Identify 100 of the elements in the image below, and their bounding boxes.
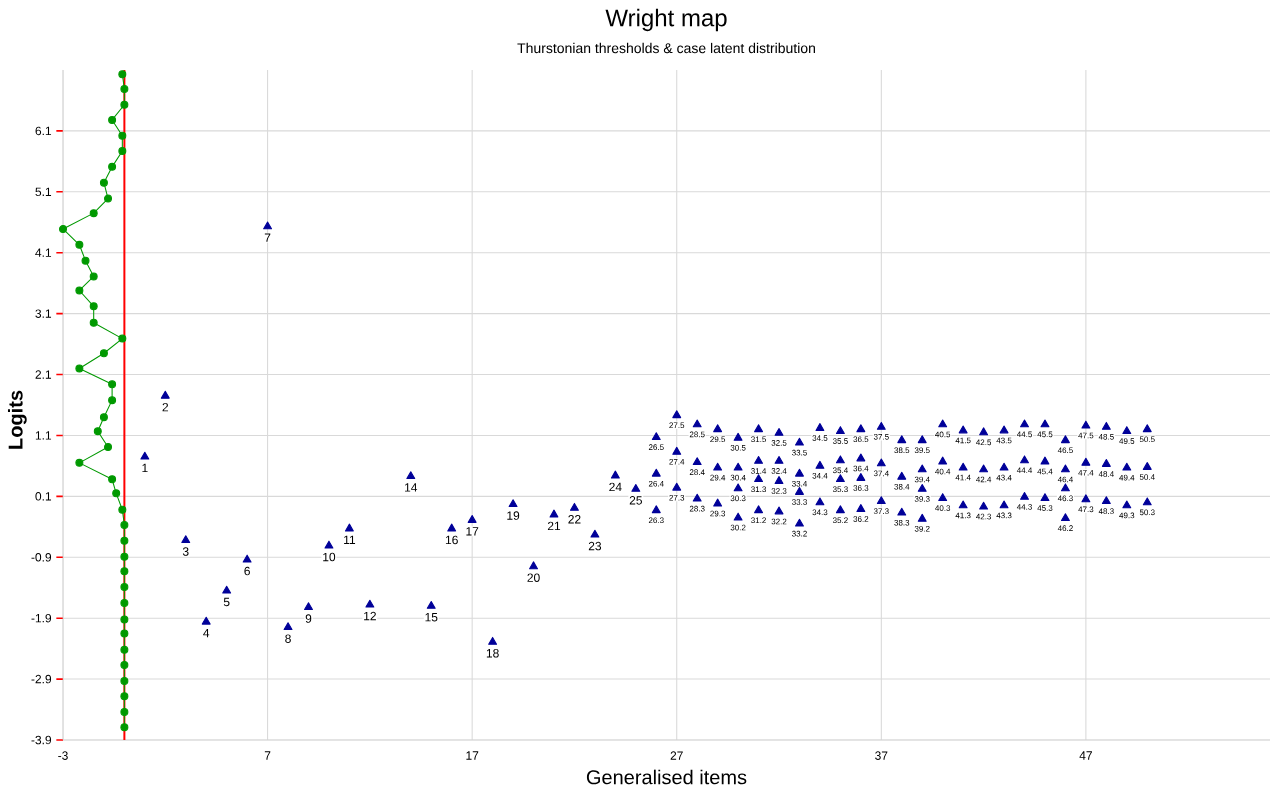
annotation: 21 [547,521,561,531]
point [89,302,98,311]
annotation: 37.5 [873,434,889,440]
y-axis-title: Logits [7,390,27,449]
annotation: 42.5 [976,439,992,446]
annotation: 17 [466,527,479,536]
annotation: 38.3 [894,519,910,526]
point [108,115,117,124]
y-tick-label: 1.1 [35,431,52,440]
annotation: 35.4 [832,467,848,474]
y-tick-label: 0.1 [35,492,52,501]
point [120,583,129,592]
point [120,676,129,685]
annotation: 25 [629,496,642,505]
point [120,567,129,576]
annotation: 30.3 [730,495,746,502]
annotation: 34.4 [812,472,828,479]
point [120,100,129,109]
annotation: 15 [425,613,438,622]
annotation: 35.3 [832,486,848,493]
annotation: 18 [486,649,499,658]
annotation: 49.3 [1119,512,1135,519]
annotation: 41.4 [955,474,971,481]
annotation: 10 [323,552,336,562]
point [93,427,102,436]
annotation: 33.4 [792,480,808,487]
point [120,692,129,701]
x-tick-label: 7 [264,751,271,760]
x-tick-label: 27 [670,751,683,760]
point [120,645,129,654]
point [75,458,84,467]
point [75,286,84,295]
annotation: 23 [588,541,602,551]
annotation: 37.4 [873,470,889,477]
point [112,489,121,498]
annotation: 40.4 [935,468,951,475]
annotation: 8 [285,634,291,643]
y-tick-label: -1.9 [31,613,52,623]
annotation: 40.3 [935,505,951,511]
point [89,209,98,218]
annotation: 26.4 [648,480,664,487]
annotation: 50.3 [1139,509,1155,516]
annotation: 30.4 [730,474,746,481]
annotation: 33.3 [792,499,807,505]
point [120,707,129,716]
point [99,413,108,422]
annotation: 28.5 [689,431,705,438]
annotation: 24 [609,482,622,492]
annotation: 45.3 [1037,505,1053,511]
annotation: 39.3 [914,496,930,502]
point [89,272,98,281]
annotation: 16 [445,535,458,545]
point [120,661,129,670]
annotation: 27.3 [669,494,685,501]
annotation: 50.5 [1139,436,1155,443]
annotation: 50.4 [1139,474,1155,480]
annotation: 36.5 [853,436,869,443]
annotation: 32.2 [771,518,787,525]
annotation: 11 [344,535,356,544]
annotation: 48.3 [1098,508,1114,514]
x-tick-label: -3 [58,751,68,760]
point [120,552,129,561]
point [118,505,127,514]
x-tick-label: 47 [1079,751,1092,760]
annotation: 42.3 [976,513,992,520]
annotation: 39.4 [914,476,930,483]
annotation: 47.5 [1078,432,1094,439]
annotation: 36.4 [853,465,869,472]
point [108,380,117,389]
y-tick-label: 6.1 [35,126,52,136]
point [120,520,129,529]
annotation: 45.5 [1037,431,1053,438]
point [75,364,84,373]
point [108,396,117,405]
annotation: 26.3 [648,517,664,524]
x-axis-title: Generalised items [586,769,747,785]
point [118,70,127,79]
point [120,629,129,638]
annotation: 28.4 [689,469,705,475]
annotation: 20 [527,573,540,582]
annotation: 45.4 [1037,468,1053,475]
point [118,334,127,343]
annotation: 19 [507,511,520,520]
y-tick-label: -2.9 [31,674,52,684]
annotation: 44.4 [1016,467,1033,473]
annotation: 31.4 [751,468,767,474]
point [118,147,127,156]
point [120,536,129,545]
annotation: 37.3 [873,508,889,514]
annotation: 35.2 [832,517,848,524]
annotation: 32.4 [771,468,787,474]
annotation: 27.5 [669,422,685,429]
y-tick-label: 3.1 [35,309,52,318]
point [108,162,117,171]
x-tick-label: 37 [875,751,888,760]
point [120,615,129,624]
point [104,194,113,203]
chart-subtitle: Thurstonian thresholds & case latent distribution [517,42,815,54]
annotation: 3 [182,547,189,556]
annotation: 46.5 [1057,447,1073,454]
